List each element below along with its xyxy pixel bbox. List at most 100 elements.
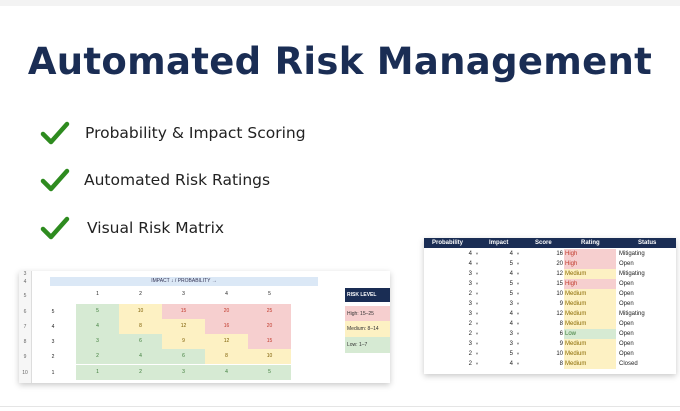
dropdown-arrow-icon[interactable]: ▼ <box>516 251 520 256</box>
status-cell[interactable]: Open <box>619 261 634 267</box>
probability-cell[interactable]: 2 <box>468 331 472 337</box>
impact-cell[interactable]: 3 <box>509 341 513 347</box>
probability-cell[interactable]: 2 <box>468 351 472 357</box>
score-cell: 15 <box>556 281 563 287</box>
top-strip <box>0 0 680 6</box>
impact-cell[interactable]: 4 <box>509 321 513 327</box>
dropdown-arrow-icon[interactable]: ▼ <box>475 311 479 316</box>
matrix-cell: 2 <box>119 365 162 380</box>
dropdown-arrow-icon[interactable]: ▼ <box>475 261 479 266</box>
header-status: Status <box>638 240 657 246</box>
rating-cell: Medium <box>564 309 616 319</box>
dropdown-arrow-icon[interactable]: ▼ <box>475 271 479 276</box>
probability-cell[interactable]: 4 <box>468 251 472 257</box>
feature-item: Visual Risk Matrix <box>40 213 224 243</box>
matrix-cell: 8 <box>205 349 248 364</box>
status-cell[interactable]: Mitigating <box>619 311 645 317</box>
feature-item: Probability & Impact Scoring <box>40 118 306 148</box>
rating-cell: Medium <box>564 349 616 359</box>
status-cell[interactable]: Open <box>619 331 634 337</box>
probability-cell[interactable]: 4 <box>468 261 472 267</box>
checkmark-icon <box>40 216 70 240</box>
matrix-cell: 20 <box>248 319 291 334</box>
impact-cell[interactable]: 4 <box>509 271 513 277</box>
impact-cell[interactable]: 5 <box>509 291 513 297</box>
dropdown-arrow-icon[interactable]: ▼ <box>516 311 520 316</box>
feature-label: Automated Risk Ratings <box>84 171 271 189</box>
dropdown-arrow-icon[interactable]: ▼ <box>475 281 479 286</box>
dropdown-arrow-icon[interactable]: ▼ <box>516 301 520 306</box>
matrix-cell: 20 <box>205 304 248 319</box>
impact-cell[interactable]: 5 <box>509 261 513 267</box>
probability-cell[interactable]: 3 <box>468 311 472 317</box>
matrix-cell: 3 <box>76 334 119 349</box>
table-row: 2 ▼ 4 ▼ 8 Medium Closed <box>424 359 676 369</box>
matrix-axis-label: IMPACT ↓ / PROBABILITY → <box>50 277 318 286</box>
column-header: 3 <box>182 291 185 297</box>
probability-cell[interactable]: 2 <box>468 361 472 367</box>
legend-high: High: 15–25 <box>345 306 390 322</box>
header-impact: Impact <box>489 240 509 246</box>
dropdown-arrow-icon[interactable]: ▼ <box>516 271 520 276</box>
probability-cell[interactable]: 3 <box>468 301 472 307</box>
score-cell: 12 <box>556 311 563 317</box>
probability-cell[interactable]: 2 <box>468 291 472 297</box>
dropdown-arrow-icon[interactable]: ▼ <box>475 251 479 256</box>
matrix-cell: 16 <box>205 319 248 334</box>
status-cell[interactable]: Open <box>619 301 634 307</box>
table-row: 4 ▼ 4 ▼ 16 High Mitigating <box>424 249 676 259</box>
probability-cell[interactable]: 3 <box>468 271 472 277</box>
dropdown-arrow-icon[interactable]: ▼ <box>516 281 520 286</box>
matrix-cell: 10 <box>248 349 291 364</box>
dropdown-arrow-icon[interactable]: ▼ <box>516 291 520 296</box>
row-number: 8 <box>23 339 27 345</box>
status-cell[interactable]: Mitigating <box>619 251 645 257</box>
dropdown-arrow-icon[interactable]: ▼ <box>516 361 520 366</box>
row-number-gutter <box>19 271 32 383</box>
legend-medium: Medium: 8–14 <box>345 321 390 337</box>
column-header: 4 <box>225 291 228 297</box>
dropdown-arrow-icon[interactable]: ▼ <box>516 261 520 266</box>
dropdown-arrow-icon[interactable]: ▼ <box>475 361 479 366</box>
status-cell[interactable]: Open <box>619 321 634 327</box>
status-cell[interactable]: Closed <box>619 361 638 367</box>
impact-cell[interactable]: 5 <box>509 351 513 357</box>
probability-cell[interactable]: 3 <box>468 341 472 347</box>
matrix-cell: 3 <box>162 365 205 380</box>
row-label: 1 <box>51 370 55 376</box>
risk-matrix-sheet: 3 4 5 6 7 8 9 10 IMPACT ↓ / PROBABILITY … <box>19 271 390 383</box>
dropdown-arrow-icon[interactable]: ▼ <box>516 331 520 336</box>
dropdown-arrow-icon[interactable]: ▼ <box>475 351 479 356</box>
table-row: 4 ▼ 5 ▼ 20 High Open <box>424 259 676 269</box>
impact-cell[interactable]: 4 <box>509 361 513 367</box>
dropdown-arrow-icon[interactable]: ▼ <box>475 291 479 296</box>
table-row: 3 ▼ 4 ▼ 12 Medium Mitigating <box>424 269 676 279</box>
impact-cell[interactable]: 3 <box>509 301 513 307</box>
impact-cell[interactable]: 3 <box>509 331 513 337</box>
status-cell[interactable]: Mitigating <box>619 271 645 277</box>
score-cell: 10 <box>556 351 563 357</box>
checkmark-icon <box>40 121 70 145</box>
matrix-cell: 10 <box>119 304 162 319</box>
status-cell[interactable]: Open <box>619 291 634 297</box>
dropdown-arrow-icon[interactable]: ▼ <box>475 321 479 326</box>
impact-cell[interactable]: 4 <box>509 251 513 257</box>
dropdown-arrow-icon[interactable]: ▼ <box>475 331 479 336</box>
row-label: 5 <box>51 309 55 315</box>
dropdown-arrow-icon[interactable]: ▼ <box>475 341 479 346</box>
status-cell[interactable]: Open <box>619 351 634 357</box>
dropdown-arrow-icon[interactable]: ▼ <box>475 301 479 306</box>
impact-cell[interactable]: 5 <box>509 281 513 287</box>
score-cell: 8 <box>559 361 563 367</box>
dropdown-arrow-icon[interactable]: ▼ <box>516 321 520 326</box>
row-number: 6 <box>23 309 27 315</box>
score-cell: 8 <box>559 321 563 327</box>
probability-cell[interactable]: 2 <box>468 321 472 327</box>
probability-cell[interactable]: 3 <box>468 281 472 287</box>
dropdown-arrow-icon[interactable]: ▼ <box>516 341 520 346</box>
status-cell[interactable]: Open <box>619 281 634 287</box>
impact-cell[interactable]: 4 <box>509 311 513 317</box>
feature-item: Automated Risk Ratings <box>40 165 270 195</box>
status-cell[interactable]: Open <box>619 341 634 347</box>
dropdown-arrow-icon[interactable]: ▼ <box>516 351 520 356</box>
